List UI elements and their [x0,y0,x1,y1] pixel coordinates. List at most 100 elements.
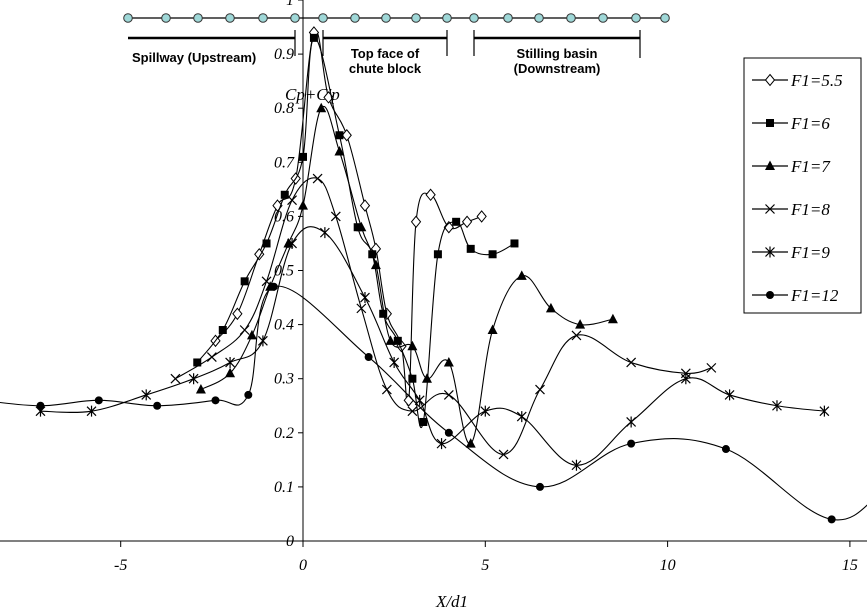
x-tick-label-5: 10 [660,557,676,574]
series-5-point-4 [211,396,220,405]
series-1-point-14 [433,250,442,259]
legend-label-2: F1=7 [790,157,831,176]
series-4 [35,226,830,471]
x-tick-label-2: -5 [114,557,127,574]
series-1-point-13 [419,417,428,426]
series-2 [195,102,618,448]
section-label-2-0: Stilling basin [517,46,598,61]
series-line-2 [200,105,614,445]
series-3-point-4 [287,195,297,206]
x-tick-label-6: 15 [842,557,858,574]
series-5-point-7 [364,353,373,362]
legend-marker-1 [766,119,774,127]
series-2-point-9 [370,259,381,270]
schematic-tap-16 [631,13,641,23]
series-4-point-18 [772,400,782,412]
series-3-point-7 [356,303,367,314]
x-tick-label-4: 5 [481,557,489,574]
schematic-tap-11 [469,13,479,23]
series-4-point-4 [225,356,236,368]
series-4-point-2 [141,389,152,401]
schematic-tap-4 [258,13,268,23]
series-2-point-11 [407,340,418,351]
x-axis-title: X/d1 [435,592,468,611]
series-3-point-0 [170,373,181,384]
series-3-point-10 [443,390,454,400]
series-5-point-12 [827,515,836,524]
series-2-point-16 [516,270,527,280]
series-1-point-5 [299,152,307,161]
series-1 [193,33,519,429]
series-1-point-16 [466,244,475,253]
series-0-point-1 [232,307,243,321]
series-5-point-8 [444,428,453,437]
series-1-point-1 [218,326,227,335]
schematic-tap-10 [442,13,452,23]
series-2-point-0 [195,384,206,394]
schematic-tap-2 [193,13,203,23]
series-line-1 [196,37,515,429]
series-2-point-6 [316,102,327,113]
series-2-point-7 [334,145,345,156]
series-0-point-15 [443,220,454,234]
series-5-point-1 [36,401,45,410]
series-5-point-3 [153,401,162,410]
series-4-point-9 [389,356,400,368]
series-4-point-15 [626,416,637,428]
legend-label-5: F1=12 [790,286,839,305]
series-1-point-17 [488,250,497,259]
y-tick-label-0: 0 [286,533,294,550]
y-tick-label-6: 0.6 [274,208,294,225]
series-3-point-12 [535,384,545,395]
series-0-point-13 [410,215,422,229]
series-4-point-14 [571,459,582,471]
schematic-tap-15 [598,13,608,23]
x-tick-label-3: 0 [299,557,307,574]
schematic-tap-17 [660,13,670,23]
series-5 [0,282,867,524]
legend: F1=5.5 F1=6 F1=7 F1=8 F1=9 F1=12 [743,57,862,314]
series-3-point-3 [261,276,272,287]
legend-label-4: F1=9 [790,243,830,262]
y-tick-label-10: 1 [286,0,294,9]
series-3-point-1 [206,352,217,362]
series-3-point-14 [626,357,637,368]
series-line-4 [40,226,825,466]
y-tick-label-8: 0.8 [274,100,294,117]
series-2-point-2 [246,329,257,340]
schematic-tap-1 [161,13,171,23]
series-2-point-12 [421,373,432,383]
series-5-point-10 [627,439,636,448]
y-tick-label-2: 0.2 [274,425,294,442]
series-3-point-6 [330,211,341,222]
series-4-point-1 [86,405,97,417]
series-2-point-19 [607,313,618,324]
series-3 [170,173,717,460]
schematic-tap-9 [411,13,421,23]
measurement-schematic [123,13,670,58]
series-2-point-17 [545,302,556,313]
series-0 [210,26,487,407]
y-axis-title: Cp+C'p [285,85,340,104]
series-3-point-13 [571,330,582,341]
series-1-point-6 [309,33,318,42]
series-1-point-4 [280,190,289,199]
legend-label-1: F1=6 [790,114,830,133]
series-4-point-6 [287,237,297,249]
legend-label-3: F1=8 [790,200,830,219]
schematic-tap-3 [225,13,235,23]
series-0-point-7 [341,128,352,142]
series-line-5 [0,285,867,521]
y-tick-label-7: 0.7 [274,154,295,171]
series-2-point-1 [225,367,236,378]
series-4-point-11 [436,438,447,450]
section-label-1-1: chute block [349,61,422,76]
schematic-tap-0 [123,13,133,23]
legend-label-0: F1=5.5 [790,71,843,90]
series-1-point-7 [335,131,344,140]
legend-marker-5 [766,291,774,299]
series-2-point-18 [575,319,586,329]
series-3-point-9 [407,406,418,417]
